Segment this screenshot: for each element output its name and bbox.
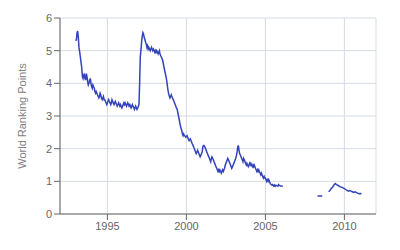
svg-text:4: 4: [46, 77, 52, 89]
svg-text:1995: 1995: [95, 220, 119, 232]
svg-text:5: 5: [46, 45, 52, 57]
svg-text:3: 3: [46, 110, 52, 122]
svg-text:6: 6: [46, 12, 52, 24]
svg-text:1: 1: [46, 175, 52, 187]
svg-text:2010: 2010: [332, 220, 356, 232]
svg-text:World Ranking Points: World Ranking Points: [16, 63, 28, 169]
svg-text:2000: 2000: [174, 220, 198, 232]
svg-text:2: 2: [46, 143, 52, 155]
svg-text:0: 0: [46, 208, 52, 220]
svg-text:2005: 2005: [253, 220, 277, 232]
